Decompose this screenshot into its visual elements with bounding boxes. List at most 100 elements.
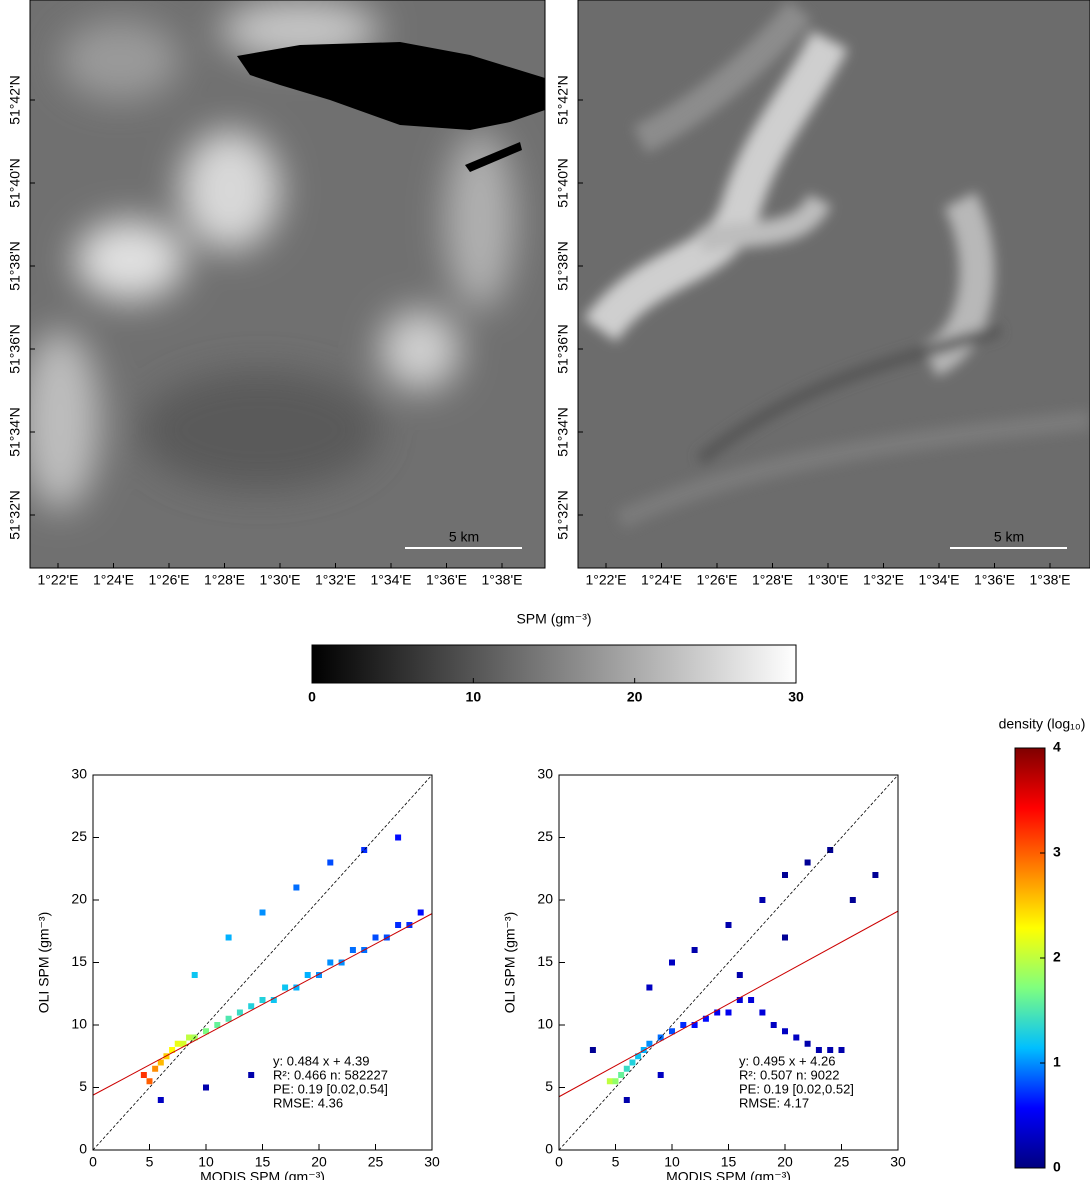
fit-line bbox=[558, 910, 899, 1098]
scatter-point bbox=[804, 1040, 811, 1047]
x-tick-label: 25 bbox=[834, 1154, 850, 1170]
y-tick-label: 51°34'N bbox=[555, 407, 571, 457]
scatter-point bbox=[736, 972, 743, 978]
x-tick-label: 10 bbox=[198, 1154, 214, 1170]
x-tick-label: 0 bbox=[555, 1154, 563, 1170]
annotation: R²: 0.507 n: 9022 bbox=[739, 1067, 839, 1082]
y-tick-label: 25 bbox=[71, 828, 87, 844]
scatter-point bbox=[635, 1053, 642, 1060]
scatter-point bbox=[248, 1072, 255, 1078]
scatter-point bbox=[259, 909, 266, 916]
scatter-point bbox=[349, 947, 356, 953]
identity-line bbox=[558, 774, 899, 1151]
scatter-point bbox=[680, 1022, 687, 1028]
y-axis-label: OLI SPM (gm⁻³) bbox=[502, 912, 518, 1014]
scatter-point bbox=[827, 1047, 834, 1053]
x-tick-label: 0 bbox=[89, 1154, 97, 1170]
annotation: PE: 0.19 [0.02,0.52] bbox=[739, 1081, 854, 1096]
scatter-point bbox=[406, 922, 413, 928]
x-tick-label: 5 bbox=[612, 1154, 620, 1170]
x-tick-label: 1°34'E bbox=[919, 572, 960, 588]
colorbar-tick-label: 0 bbox=[1053, 1159, 1061, 1175]
scale-bar-label: 5 km bbox=[994, 529, 1024, 545]
x-axis-label: MODIS SPM (gm⁻³) bbox=[666, 1169, 791, 1180]
scatter-point bbox=[395, 834, 402, 841]
scale-bar-label: 5 km bbox=[449, 529, 479, 545]
dark-patch bbox=[140, 370, 380, 490]
x-tick-label: 1°26'E bbox=[697, 572, 738, 588]
colorbar-tick-label: 0 bbox=[308, 689, 316, 705]
y-tick-label: 51°40'N bbox=[7, 158, 23, 208]
x-tick-label: 1°24'E bbox=[641, 572, 682, 588]
scatter-point bbox=[827, 847, 834, 853]
y-tick-label: 51°36'N bbox=[7, 324, 23, 374]
colorbar bbox=[311, 644, 797, 684]
x-tick-label: 30 bbox=[424, 1154, 440, 1170]
scatter-point bbox=[361, 847, 368, 853]
y-tick-label: 51°38'N bbox=[7, 241, 23, 291]
x-tick-label: 15 bbox=[255, 1154, 271, 1170]
scatter-point bbox=[646, 984, 653, 991]
scatter-point bbox=[157, 1097, 164, 1103]
x-tick-label: 1°36'E bbox=[974, 572, 1015, 588]
bright-patch bbox=[60, 20, 180, 100]
scatter-point bbox=[395, 922, 402, 928]
scatter-point bbox=[417, 909, 424, 916]
y-tick-label: 51°42'N bbox=[7, 75, 23, 125]
scatter-point bbox=[612, 1078, 619, 1085]
colorbar-tick-label: 2 bbox=[1053, 949, 1061, 965]
x-tick-label: 1°38'E bbox=[482, 572, 523, 588]
fit-line bbox=[92, 913, 433, 1096]
scatter-point bbox=[759, 1009, 766, 1016]
scatter-point bbox=[327, 959, 334, 966]
x-tick-label: 20 bbox=[311, 1154, 327, 1170]
scatter-point bbox=[629, 1059, 636, 1066]
scatter-point bbox=[270, 997, 277, 1003]
annotation: R²: 0.466 n: 582227 bbox=[273, 1067, 388, 1082]
x-tick-label: 1°28'E bbox=[752, 572, 793, 588]
colorbar-tick-label: 1 bbox=[1053, 1054, 1061, 1070]
y-tick-label: 25 bbox=[537, 828, 553, 844]
scatter-point bbox=[327, 859, 334, 866]
map-texture bbox=[30, 0, 515, 510]
x-tick-label: 15 bbox=[721, 1154, 737, 1170]
scatter-point bbox=[725, 922, 732, 928]
colorbar-tick-label: 10 bbox=[466, 689, 482, 705]
masked-area bbox=[465, 142, 522, 172]
scatter-point bbox=[282, 984, 289, 991]
y-tick-label: 15 bbox=[71, 953, 87, 969]
scatter-point bbox=[248, 1003, 255, 1010]
x-tick-label: 10 bbox=[664, 1154, 680, 1170]
x-tick-label: 1°36'E bbox=[426, 572, 467, 588]
scatter-point bbox=[691, 947, 698, 953]
scatter-point bbox=[646, 1040, 653, 1047]
y-tick-label: 51°34'N bbox=[7, 407, 23, 457]
plume bbox=[633, 0, 812, 154]
y-tick-label: 51°42'N bbox=[555, 75, 571, 125]
scatter-point bbox=[259, 997, 266, 1003]
scatter-point bbox=[657, 1072, 664, 1078]
scatter-point bbox=[236, 1009, 243, 1016]
colorbar-tick-label: 30 bbox=[788, 689, 804, 705]
scatter-point bbox=[782, 934, 788, 941]
x-tick-label: 1°34'E bbox=[371, 572, 412, 588]
y-tick-label: 51°36'N bbox=[555, 324, 571, 374]
map-frame bbox=[577, 0, 1090, 569]
x-tick-label: 1°22'E bbox=[586, 572, 627, 588]
colorbar-title: density (log₁₀) bbox=[999, 716, 1086, 732]
x-tick-label: 25 bbox=[368, 1154, 384, 1170]
y-tick-label: 5 bbox=[545, 1078, 553, 1094]
scatter-point bbox=[157, 1059, 164, 1066]
scatter-point bbox=[140, 1072, 147, 1078]
annotation: RMSE: 4.36 bbox=[273, 1095, 343, 1110]
scatter-point bbox=[748, 997, 755, 1003]
colorbar-title: SPM (gm⁻³) bbox=[516, 611, 591, 627]
scatter-point bbox=[152, 1065, 159, 1072]
y-tick-label: 5 bbox=[79, 1078, 87, 1094]
scatter-point bbox=[804, 859, 811, 866]
scatter-point bbox=[669, 1028, 675, 1035]
scatter-point bbox=[793, 1034, 800, 1041]
scatter-point bbox=[146, 1078, 153, 1085]
y-tick-label: 30 bbox=[71, 766, 87, 782]
